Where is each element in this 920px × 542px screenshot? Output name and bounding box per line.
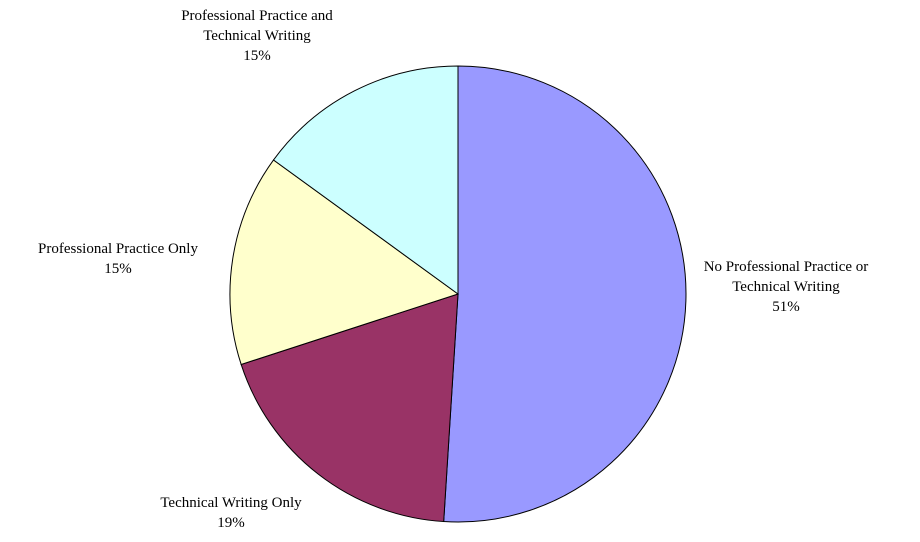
slice-value-label: 15% — [243, 48, 271, 64]
slice-label-professional-practice-and-technical-writing: Professional Practice and Technical Writi… — [181, 8, 333, 64]
pie-slice-no-professional-practice-or-technical-writing — [443, 65, 687, 523]
slice-label-no-professional-practice-or-technical-writing: No Professional Practice or Technical Wri… — [704, 259, 869, 315]
slice-value-label: 19% — [217, 515, 245, 531]
slice-category-label: Technical Writing — [203, 28, 311, 44]
slice-value-label: 15% — [104, 261, 132, 277]
slice-category-label: No Professional Practice or — [704, 259, 869, 275]
slice-label-professional-practice-only: Professional Practice Only 15% — [38, 241, 198, 277]
slice-label-technical-writing-only: Technical Writing Only 19% — [160, 495, 302, 531]
slice-category-label: Professional Practice Only — [38, 241, 198, 257]
slice-category-label: Professional Practice and — [181, 8, 333, 24]
pie-slice-technical-writing-only — [240, 293, 459, 523]
pie-labels: No Professional Practice or Technical Wri… — [38, 8, 868, 531]
slice-value-label: 51% — [772, 299, 800, 315]
pie-slice-professional-practice-and-technical-writing — [272, 65, 459, 295]
slice-category-label: Technical Writing Only — [160, 495, 302, 511]
pie-slices — [229, 65, 687, 523]
slice-category-label: Technical Writing — [732, 279, 840, 295]
pie-slice-professional-practice-only — [229, 159, 460, 366]
